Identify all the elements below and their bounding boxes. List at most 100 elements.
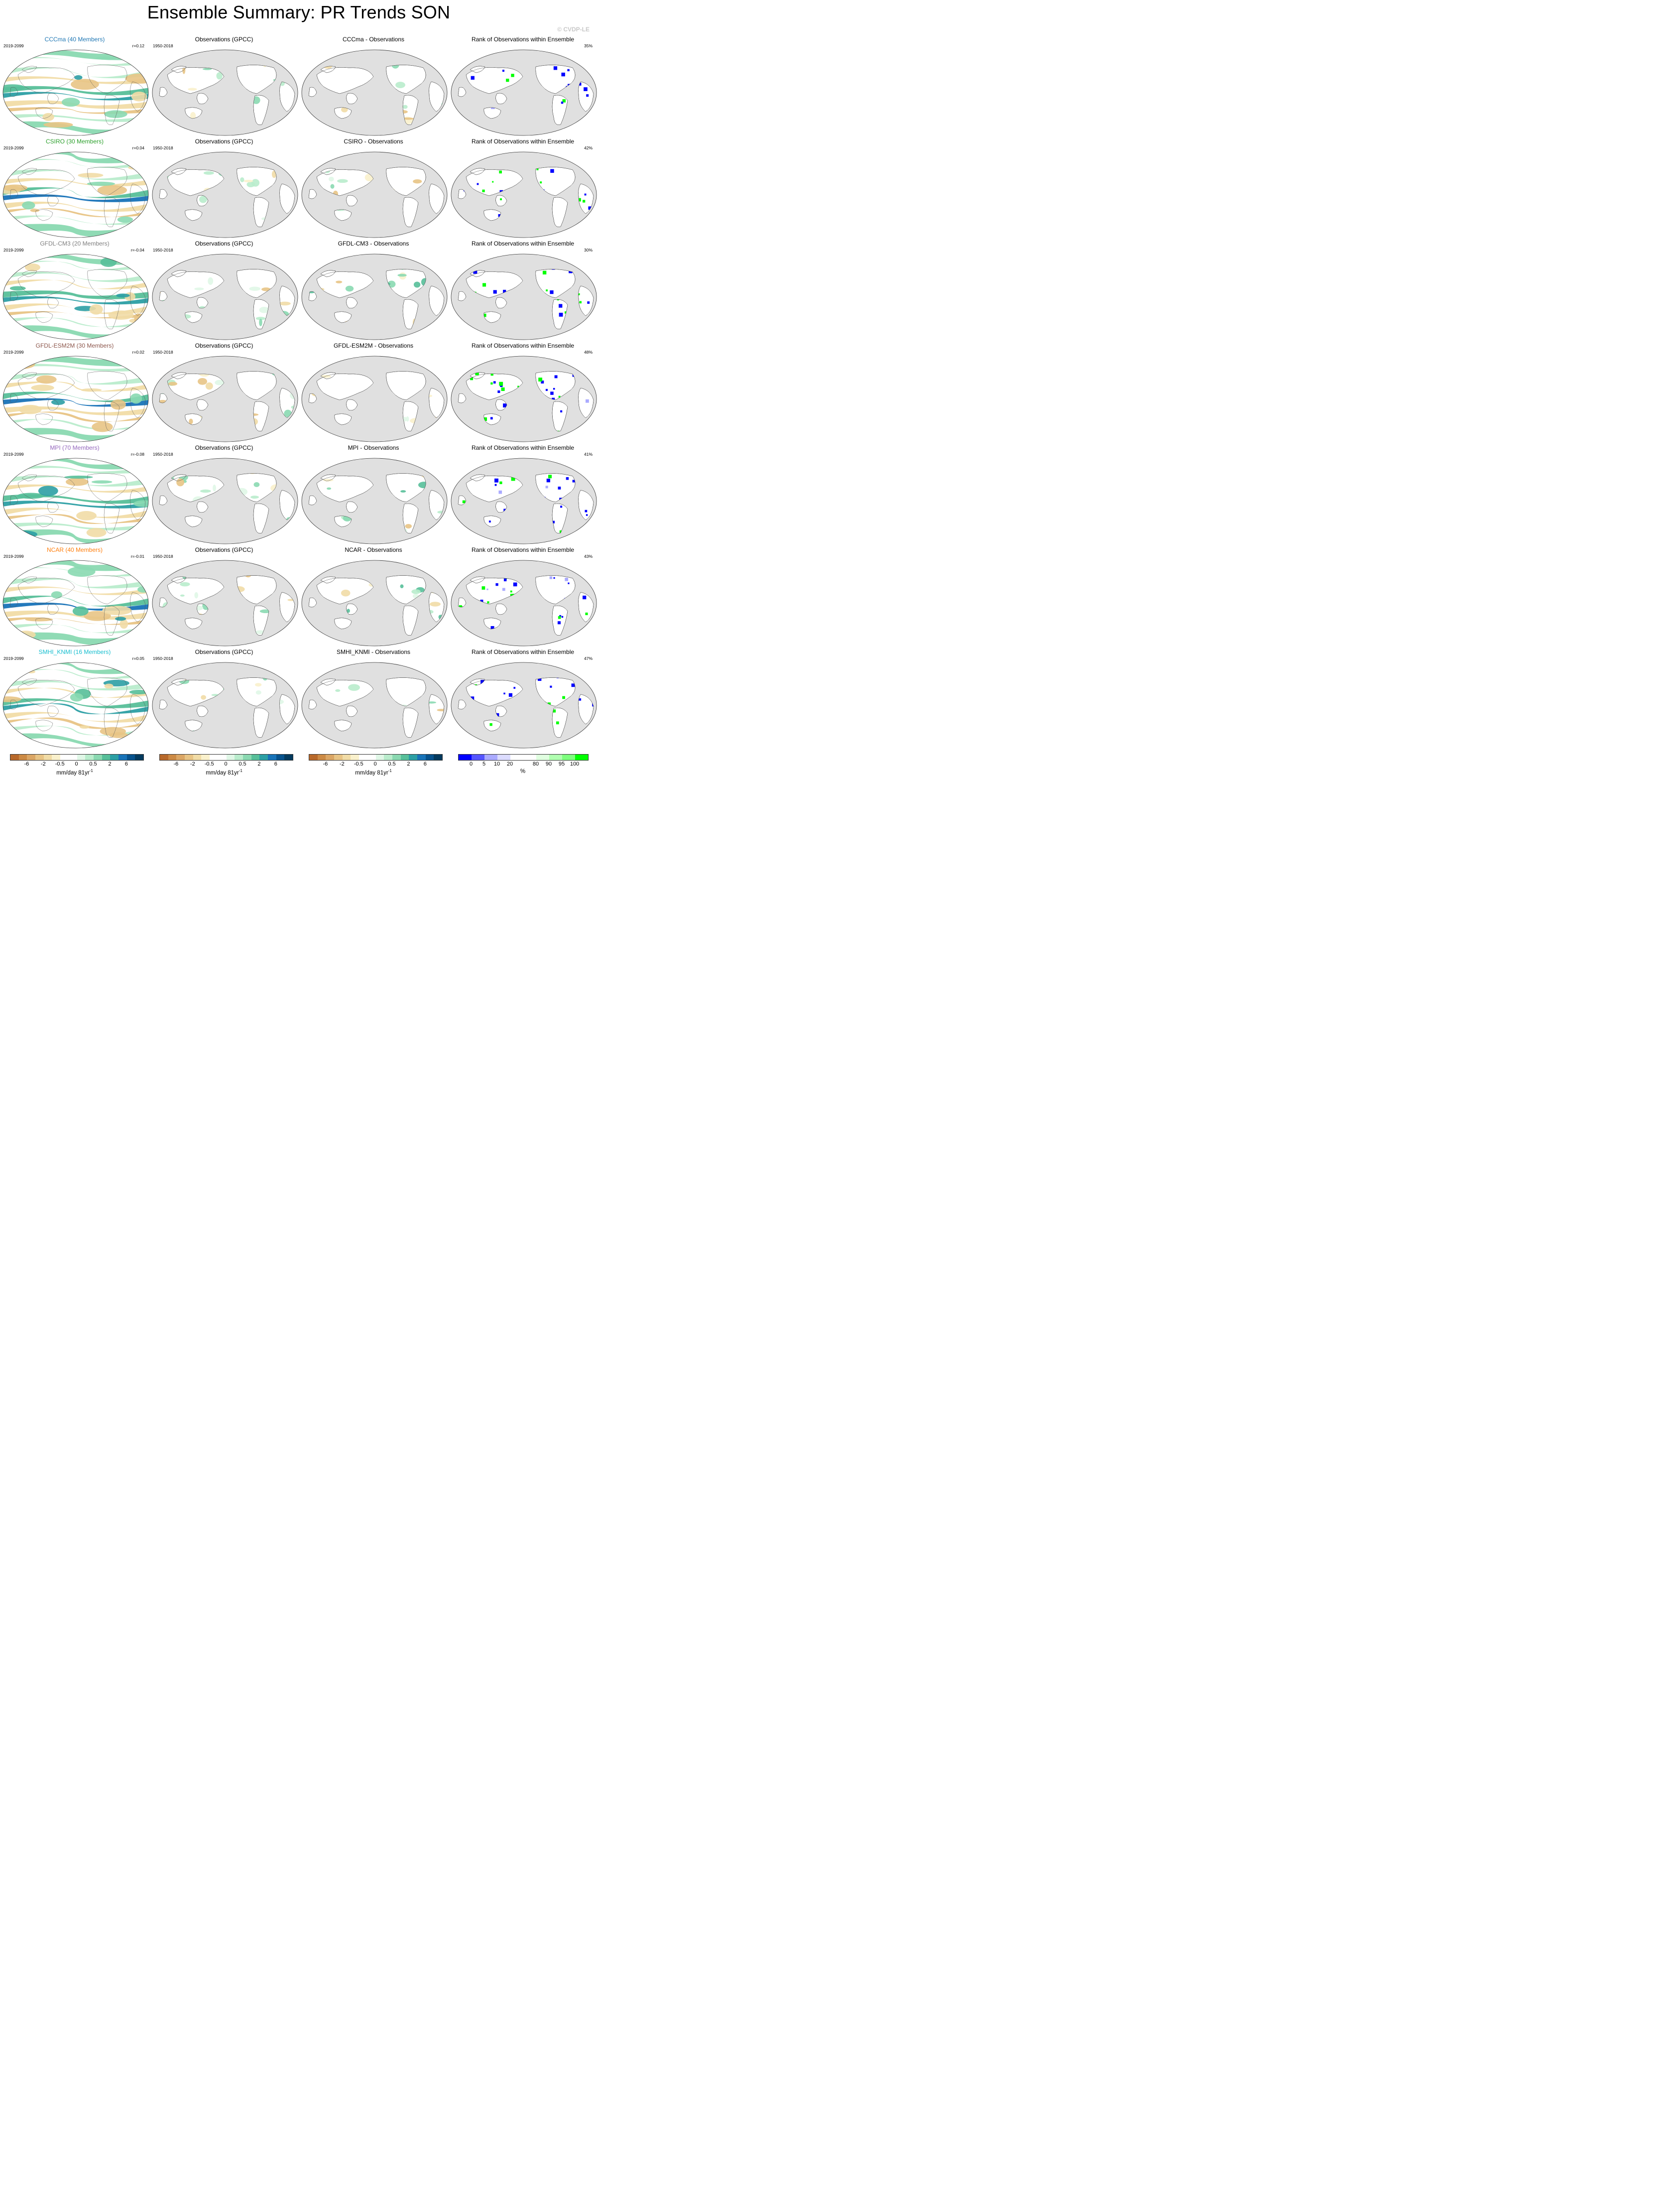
map-0-mpi	[2, 458, 149, 544]
colorbar-swatch	[68, 755, 77, 760]
colorbar-unit: %	[520, 769, 526, 774]
colorbar-swatch	[160, 755, 168, 760]
panel-title: Rank of Observations within Ensemble	[471, 648, 575, 655]
pattern-correlation: r=0.12	[132, 43, 144, 48]
colorbar-swatch	[549, 755, 562, 760]
map-panel-mpi-1: Observations (GPCC) 1950-2018	[149, 444, 299, 546]
colorbar-tick: -6	[323, 761, 328, 767]
colorbar-pr-2: -6 -2 -0.5 0 0.5 2 6 mm/day 81yr-1	[149, 753, 299, 777]
panel-title: Rank of Observations within Ensemble	[471, 240, 575, 247]
pattern-correlation: r=-0.01	[130, 554, 144, 559]
map-panel-ncar-2: NCAR - Observations	[299, 546, 448, 648]
panel-title: GFDL-CM3 - Observations	[338, 240, 409, 247]
colorbar-tick: 0	[224, 761, 228, 767]
colorbar-swatch	[434, 755, 442, 760]
map-2-mpi	[301, 458, 448, 544]
map-0-gfdl-cm3	[2, 254, 149, 340]
colorbar-swatch	[497, 755, 510, 760]
map-panel-ncar-1: Observations (GPCC) 1950-2018	[149, 546, 299, 648]
panel-period: 1950-2018	[153, 43, 173, 48]
colorbar-swatch	[400, 755, 409, 760]
panel-title: GFDL-ESM2M - Observations	[333, 342, 414, 349]
rank-percent: 42%	[584, 145, 593, 150]
map-2-gfdl-cm3	[301, 254, 448, 340]
map-outline	[301, 49, 448, 136]
map-outline	[152, 458, 298, 544]
colorbar-swatch	[126, 755, 135, 760]
colorbar-swatch	[536, 755, 549, 760]
map-0-cccma	[2, 49, 149, 136]
panel-period: 2019-2099	[3, 452, 24, 457]
colorbar-tick: 95	[558, 761, 565, 767]
map-outline	[152, 151, 298, 238]
map-grid: CCCma (40 Members) 2019-2099 r=0.12 Observa…	[0, 0, 598, 778]
panel-period: 1950-2018	[153, 248, 173, 253]
colorbar-swatch	[52, 755, 61, 760]
map-panel-cccma-1: Observations (GPCC) 1950-2018	[149, 36, 299, 138]
colorbar-swatch	[235, 755, 243, 760]
panel-period: 1950-2018	[153, 145, 173, 150]
panel-title: Observations (GPCC)	[195, 36, 253, 43]
map-panel-mpi-2: MPI - Observations	[299, 444, 448, 546]
colorbar-boxes	[309, 754, 443, 761]
map-2-gfdl-esm2m	[301, 356, 448, 442]
colorbar-tick: 0	[75, 761, 78, 767]
colorbar-tick: 6	[423, 761, 427, 767]
colorbar-tick: 2	[407, 761, 410, 767]
colorbar-swatch	[309, 755, 318, 760]
colorbar-unit-sup: -1	[239, 769, 242, 773]
colorbar-swatch	[510, 755, 523, 760]
map-panel-gfdl-cm3-3: Rank of Observations within Ensemble 30%	[448, 240, 598, 342]
colorbar-swatch	[523, 755, 536, 760]
panel-title: MPI (70 Members)	[50, 444, 100, 451]
map-outline	[2, 662, 149, 749]
colorbar-swatch	[118, 755, 127, 760]
map-panel-gfdl-cm3-0: GFDL-CM3 (20 Members) 2019-2099 r=-0.04	[0, 240, 149, 342]
map-0-smhi_knmi	[2, 662, 149, 749]
map-outline	[451, 49, 597, 136]
colorbar-tick: -6	[24, 761, 29, 767]
panel-title: Rank of Observations within Ensemble	[471, 444, 575, 451]
map-panel-csiro-0: CSIRO (30 Members) 2019-2099 r=0.04	[0, 138, 149, 240]
pattern-correlation: r=0.05	[132, 656, 144, 661]
map-outline	[301, 560, 448, 646]
map-outline	[2, 49, 149, 136]
colorbar-swatch	[242, 755, 251, 760]
map-3-gfdl-esm2m	[451, 356, 597, 442]
map-1-smhi_knmi	[152, 662, 298, 749]
panel-title: CCCma - Observations	[342, 36, 405, 43]
colorbar-swatch	[201, 755, 210, 760]
pattern-correlation: r=-0.08	[130, 452, 144, 457]
panel-title: CSIRO - Observations	[344, 138, 403, 145]
colorbar-tick: 0.5	[388, 761, 396, 767]
map-0-csiro	[2, 151, 149, 238]
panel-title: Rank of Observations within Ensemble	[471, 36, 575, 43]
rank-percent: 35%	[584, 43, 593, 48]
panel-title: MPI - Observations	[348, 444, 399, 451]
map-outline	[152, 662, 298, 749]
map-outline	[451, 356, 597, 442]
colorbar-swatch	[27, 755, 36, 760]
colorbar-swatch	[259, 755, 268, 760]
colorbar-boxes	[10, 754, 144, 761]
colorbar-boxes	[159, 754, 293, 761]
colorbar-swatch	[60, 755, 69, 760]
map-2-csiro	[301, 151, 448, 238]
map-outline	[152, 560, 298, 646]
map-1-csiro	[152, 151, 298, 238]
colorbar-swatch	[409, 755, 417, 760]
colorbar-swatch	[392, 755, 401, 760]
map-panel-smhi_knmi-1: Observations (GPCC) 1950-2018	[149, 648, 299, 751]
colorbar-swatch	[459, 755, 472, 760]
colorbar-tick: 2	[108, 761, 112, 767]
map-outline	[2, 458, 149, 544]
map-panel-gfdl-esm2m-2: GFDL-ESM2M - Observations	[299, 342, 448, 444]
map-outline	[301, 254, 448, 340]
panel-title: Rank of Observations within Ensemble	[471, 546, 575, 553]
colorbar-swatch	[367, 755, 376, 760]
panel-period: 1950-2018	[153, 656, 173, 661]
colorbar-swatch	[43, 755, 52, 760]
colorbar-swatch	[562, 755, 575, 760]
pattern-correlation: r=-0.04	[130, 248, 144, 253]
map-panel-cccma-0: CCCma (40 Members) 2019-2099 r=0.12	[0, 36, 149, 138]
